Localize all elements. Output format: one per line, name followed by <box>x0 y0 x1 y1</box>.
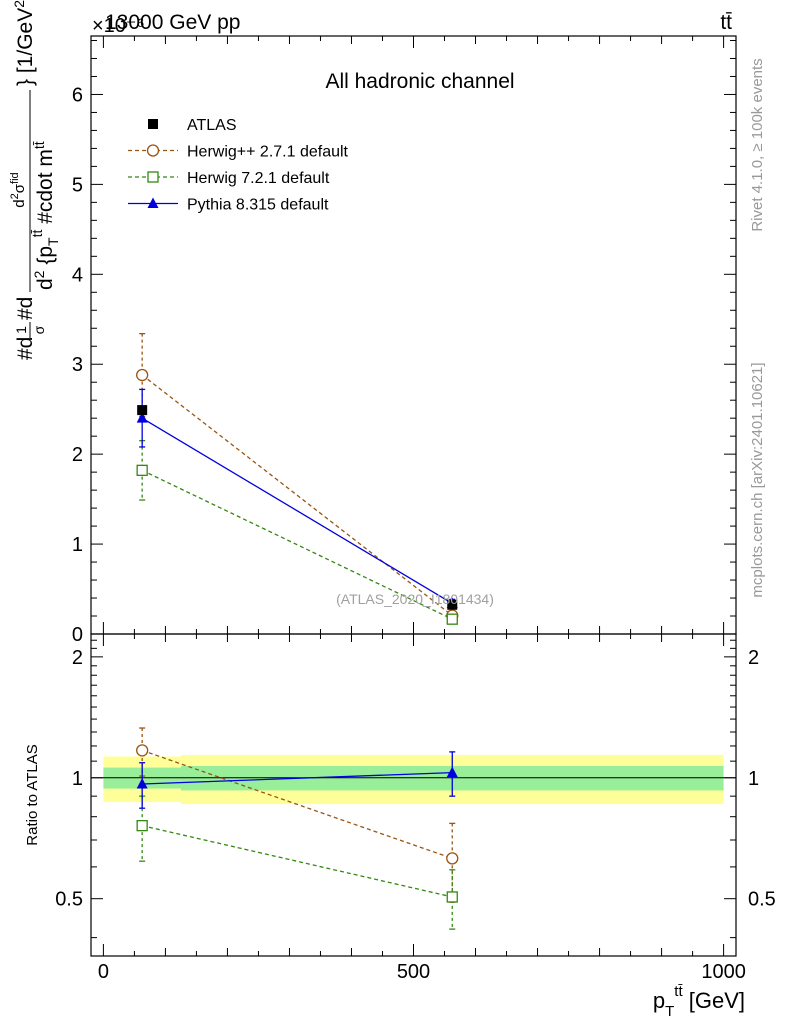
x-tick-label-2: 1000 <box>701 961 746 983</box>
ratio-herwig-7-2-1-default-point-0 <box>136 820 148 832</box>
main-y-tick-label-1: 1 <box>72 534 83 556</box>
ratio-herwig-7-2-1-default-line <box>142 825 453 898</box>
main-herwig-2-7-1-default-point-0 <box>136 368 149 382</box>
main-y-tick-label-6: 6 <box>72 84 83 106</box>
main-y-tick-label-0: 0 <box>72 624 83 646</box>
x-axis-label: pTtt̄ [GeV] <box>653 983 745 1020</box>
chart-title: All hadronic channel <box>325 70 514 93</box>
x-tick-label-0: 0 <box>98 961 109 983</box>
legend-entry-pythia-8-315-default: Pythia 8.315 default <box>128 197 329 214</box>
x-tick-label-1: 500 <box>397 961 430 983</box>
ratio-uncertainty-bands <box>103 754 724 805</box>
main-atlas <box>137 405 458 610</box>
ratio-y-tick-label-right-2: 2 <box>748 647 759 669</box>
ratio-herwig-7-2-1-default-point-1 <box>446 891 458 903</box>
main-herwig-7-2-1-default-point-1 <box>446 613 458 625</box>
main-atlas-point-1 <box>447 599 458 610</box>
ratio-y-tick-label-right-1: 1 <box>748 768 759 790</box>
ylabel-unit: } [1/GeV2] <box>11 0 37 86</box>
ratio-pythia-8-315-default <box>136 751 458 809</box>
y-multiplier: ×10⁻⁶ <box>92 15 145 37</box>
main-y-tick-label-2: 2 <box>72 444 83 466</box>
svg-text:#d: #d <box>14 337 37 360</box>
legend-marker-atlas <box>148 119 158 129</box>
ratio-series-group <box>136 727 459 930</box>
main-pythia-8-315-default-line <box>141 417 453 604</box>
mcplots-label: mcplots.cern.ch [arXiv:2401.10621] <box>749 362 766 597</box>
main-atlas-point-0 <box>137 405 148 416</box>
energy-label: 13000 GeV pp <box>105 11 240 34</box>
process-label: tt̄ <box>720 11 732 34</box>
ratio-herwig-2-7-1-default-point-1 <box>446 852 459 865</box>
main-y-tick-label-5: 5 <box>72 174 83 196</box>
legend-marker-herwig-7-2-1-default <box>147 171 159 183</box>
legend: ATLAS Herwig++ 2.7.1 default Herwig 7.2.1 … <box>128 117 349 214</box>
ylabel-sigma: σ <box>31 325 47 334</box>
legend-entry-herwig-7-2-1-default: Herwig 7.2.1 default <box>128 170 330 187</box>
main-y-axis-label: #d 1 σ #d d2σfid d2 {pTtt̄ #cdot mtt̄ } … <box>9 0 61 360</box>
legend-label-herwig-2-7-1-default: Herwig++ 2.7.1 default <box>187 144 349 161</box>
ratio-herwig-7-2-1-default <box>136 795 458 930</box>
legend-marker-pythia-8-315-default <box>147 197 159 208</box>
ratio-y-tick-label-0: 0.5 <box>55 889 83 911</box>
main-y-tick-label-3: 3 <box>72 354 83 376</box>
ratio-herwig-2-7-1-default-line <box>141 749 453 859</box>
ratio-herwig-2-7-1-default <box>136 727 459 903</box>
ratio-herwig-2-7-1-default-point-0 <box>136 744 149 757</box>
legend-label-pythia-8-315-default: Pythia 8.315 default <box>187 197 329 214</box>
main-herwig-7-2-1-default <box>136 440 458 625</box>
ylabel-part-d1: #d <box>14 337 37 360</box>
legend-entry-herwig-2-7-1-default: Herwig++ 2.7.1 default <box>128 144 349 161</box>
main-herwig-7-2-1-default-point-0 <box>136 464 148 476</box>
analysis-annotation: (ATLAS_2020_I1801434) <box>336 591 494 607</box>
ratio-y-axis-label: Ratio to ATLAS <box>24 744 41 845</box>
ratio-pythia-8-315-default-point-1 <box>446 766 458 778</box>
ylabel-one: 1 <box>13 326 29 334</box>
main-pythia-8-315-default-point-0 <box>136 412 148 423</box>
main-herwig-7-2-1-default-line <box>141 469 453 620</box>
ratio-y-tick-label-right-0: 0.5 <box>748 889 776 911</box>
ratio-y-tick-label-2: 2 <box>72 647 83 669</box>
main-herwig-2-7-1-default-line <box>141 374 453 617</box>
rivet-label: Rivet 4.1.0, ≥ 100k events <box>749 58 766 231</box>
ylabel-numerator: d2σfid <box>9 172 28 207</box>
legend-label-herwig-7-2-1-default: Herwig 7.2.1 default <box>187 170 330 187</box>
legend-label-atlas: ATLAS <box>187 117 237 134</box>
legend-marker-herwig-2-7-1-default <box>146 144 160 157</box>
main-pythia-8-315-default <box>136 388 458 609</box>
ratio-y-tick-label-1: 1 <box>72 768 83 790</box>
ratio-pythia-8-315-default-point-0 <box>136 777 148 789</box>
ylabel-part-d2: #d <box>14 297 37 320</box>
ylabel-denominator: d2 {pTtt̄ #cdot mtt̄ <box>29 141 61 290</box>
main-series-group <box>136 333 459 625</box>
main-y-tick-label-4: 4 <box>72 264 83 286</box>
legend-entry-atlas: ATLAS <box>148 117 237 134</box>
ratio-pythia-8-315-default-line <box>142 771 453 785</box>
